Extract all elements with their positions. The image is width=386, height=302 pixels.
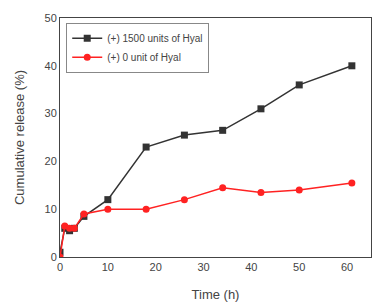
svg-text:10: 10 (45, 203, 57, 215)
svg-text:50: 50 (45, 12, 57, 24)
svg-text:20: 20 (150, 261, 162, 273)
svg-text:20: 20 (45, 155, 57, 167)
svg-text:(+) 1500 units of Hyal: (+) 1500 units of Hyal (107, 33, 202, 44)
svg-text:40: 40 (245, 261, 257, 273)
svg-text:10: 10 (102, 261, 114, 273)
svg-text:30: 30 (45, 107, 57, 119)
svg-text:50: 50 (293, 261, 305, 273)
svg-text:60: 60 (341, 261, 353, 273)
svg-text:30: 30 (197, 261, 209, 273)
svg-text:0: 0 (51, 251, 57, 263)
svg-text:(+) 0 unit of Hyal: (+) 0 unit of Hyal (107, 52, 181, 63)
svg-text:Time (h): Time (h) (192, 287, 240, 302)
svg-text:Cumulative release (%): Cumulative release (%) (12, 70, 27, 205)
svg-text:0: 0 (57, 261, 63, 273)
svg-text:40: 40 (45, 60, 57, 72)
